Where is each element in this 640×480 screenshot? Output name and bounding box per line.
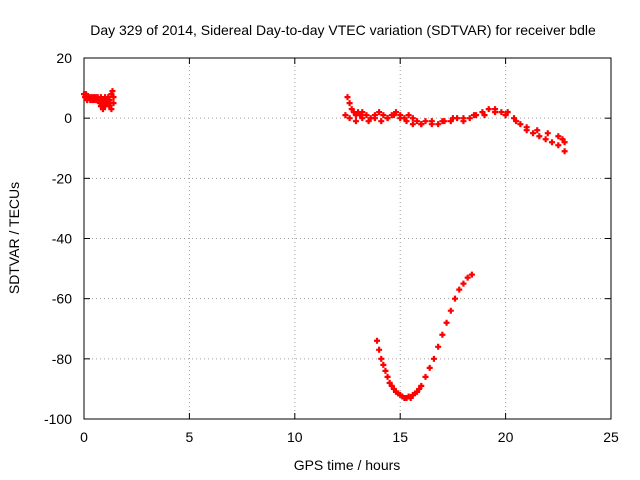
data-point [376, 346, 383, 353]
series-1 [81, 88, 117, 113]
data-point [485, 106, 492, 113]
data-point [502, 112, 509, 119]
x-tick-label: 15 [392, 429, 408, 445]
data-point [447, 307, 454, 314]
data-point [561, 148, 568, 155]
data-point [390, 112, 397, 119]
data-point [426, 364, 433, 371]
data-point [435, 343, 442, 350]
data-point [523, 124, 530, 131]
data-point [513, 118, 520, 125]
data-point [544, 130, 551, 137]
data-point [530, 130, 537, 137]
data-point [352, 118, 359, 125]
data-point [468, 271, 475, 278]
data-point [346, 100, 353, 107]
data-point [405, 112, 412, 119]
data-point [481, 112, 488, 119]
data-point [542, 136, 549, 143]
data-point [418, 382, 425, 389]
data-point [430, 355, 437, 362]
y-tick-label: -40 [52, 231, 72, 247]
grid [84, 58, 611, 419]
y-tick-label: 20 [56, 50, 72, 66]
data-point [409, 115, 416, 122]
data-point [492, 109, 499, 116]
x-axis-label: GPS time / hours [294, 457, 401, 473]
data-point [346, 115, 353, 122]
data-point [418, 121, 425, 128]
data-point [422, 118, 429, 125]
series-2 [342, 94, 568, 155]
data-point [559, 136, 566, 143]
y-tick-label: -100 [44, 411, 72, 427]
data-point [464, 274, 471, 281]
data-point [342, 112, 349, 119]
data-point [517, 121, 524, 128]
data-point [498, 109, 505, 116]
data-point [435, 121, 442, 128]
data-point [534, 127, 541, 134]
data-point [344, 94, 351, 101]
data-point [466, 115, 473, 122]
data-point [439, 331, 446, 338]
data-point [380, 112, 387, 119]
axis-ticks: 0 5 10 15 20 25 -100 -80 -60 -40 -20 0 20 [44, 50, 619, 445]
x-tick-label: 25 [603, 429, 619, 445]
plot-frame [83, 57, 612, 420]
data-point [384, 373, 391, 380]
data-point [452, 295, 459, 302]
data-point [409, 121, 416, 128]
data-point [397, 115, 404, 122]
y-tick-label: -20 [52, 170, 72, 186]
data-point [108, 106, 115, 113]
data-point [382, 367, 389, 374]
data-point [378, 355, 385, 362]
y-axis-label: SDTVAR / TECUs [6, 182, 22, 294]
data-point [359, 115, 366, 122]
data-point [403, 118, 410, 125]
data-point [428, 121, 435, 128]
data-point [110, 94, 117, 101]
data-point [555, 142, 562, 149]
data-point [443, 319, 450, 326]
data-point [439, 118, 446, 125]
data-point [548, 139, 555, 146]
data-point [470, 112, 477, 119]
data-point [376, 109, 383, 116]
x-tick-label: 5 [186, 429, 194, 445]
data-point [109, 88, 116, 95]
data-point [378, 118, 385, 125]
y-tick-label: 0 [64, 110, 72, 126]
data-point [365, 118, 372, 125]
data-point [359, 109, 366, 116]
data-point [422, 373, 429, 380]
data-point [449, 115, 456, 122]
data-point [460, 280, 467, 287]
data-point [363, 112, 370, 119]
x-tick-label: 20 [498, 429, 514, 445]
x-tick-label: 0 [80, 429, 88, 445]
data-point [456, 286, 463, 293]
y-tick-label: -60 [52, 291, 72, 307]
data-point [384, 115, 391, 122]
data-point [536, 133, 543, 140]
series-3 [374, 271, 475, 401]
y-tick-label: -80 [52, 351, 72, 367]
data-point [555, 133, 562, 140]
data-point [110, 100, 117, 107]
chart-title: Day 329 of 2014, Sidereal Day-to-day VTE… [90, 22, 596, 38]
data-point [374, 337, 381, 344]
data-point [414, 118, 421, 125]
data-point [460, 118, 467, 125]
data-points [81, 88, 568, 401]
x-tick-label: 10 [287, 429, 303, 445]
data-point [371, 115, 378, 122]
data-point [380, 361, 387, 368]
